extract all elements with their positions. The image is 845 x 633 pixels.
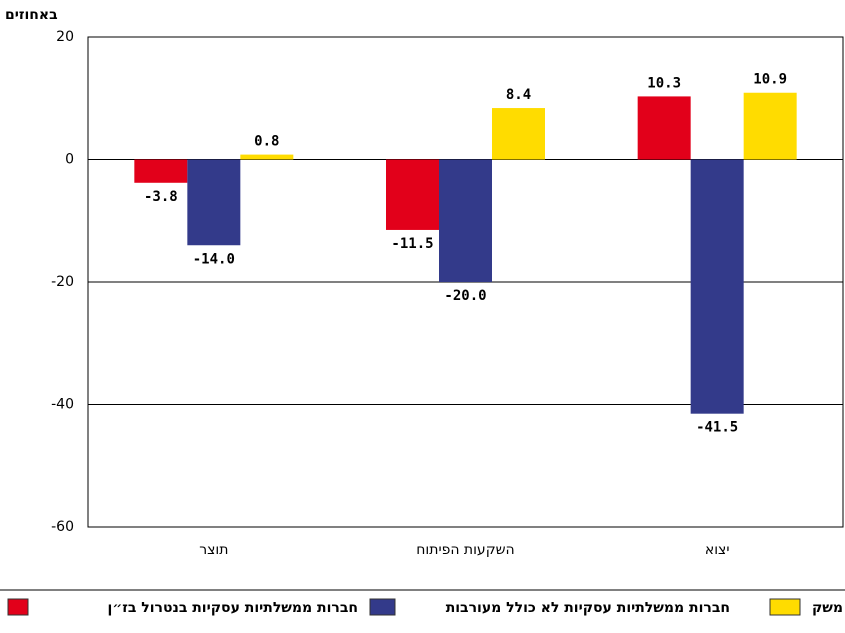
- bar: [637, 96, 691, 160]
- data-label: 0.8: [254, 134, 279, 150]
- bar: [743, 92, 797, 160]
- data-label: -3.8: [144, 189, 178, 205]
- bar: [187, 159, 241, 246]
- data-label: 8.4: [506, 87, 531, 103]
- x-tick-label: תוצר: [199, 542, 228, 558]
- data-label: -41.5: [696, 420, 738, 436]
- bar: [386, 159, 439, 230]
- x-tick-label: יצוא: [705, 542, 730, 558]
- bar: [439, 159, 492, 282]
- y-tick-label: -20: [51, 274, 74, 290]
- data-label: 10.3: [647, 75, 681, 91]
- bar: [690, 159, 744, 414]
- legend-label: חברות ממשלתיות עסקיות בנטרול בז״ן: [108, 600, 358, 616]
- y-axis-title: באחוזים: [5, 7, 58, 23]
- data-label: -11.5: [391, 236, 433, 252]
- legend-label: משק: [812, 600, 843, 616]
- legend-swatch: [369, 598, 396, 616]
- x-tick-label: השקעות הפיתוח: [416, 542, 514, 558]
- legend-label: חברות ממשלתיות עסקיות לא כולל מעורבות: [446, 600, 730, 616]
- data-label: -20.0: [444, 288, 486, 304]
- y-tick-label: -60: [51, 519, 74, 535]
- bar: [134, 159, 188, 183]
- y-tick-label: 20: [56, 29, 74, 45]
- bar: [492, 108, 545, 160]
- y-tick-label: -40: [51, 397, 74, 413]
- data-label: 10.9: [753, 72, 787, 88]
- legend-swatch: [7, 598, 29, 616]
- y-tick-label: 0: [65, 152, 74, 168]
- plot-frame: [87, 36, 844, 528]
- data-label: -14.0: [193, 251, 235, 267]
- bar: [240, 154, 294, 160]
- legend-swatch: [769, 598, 801, 616]
